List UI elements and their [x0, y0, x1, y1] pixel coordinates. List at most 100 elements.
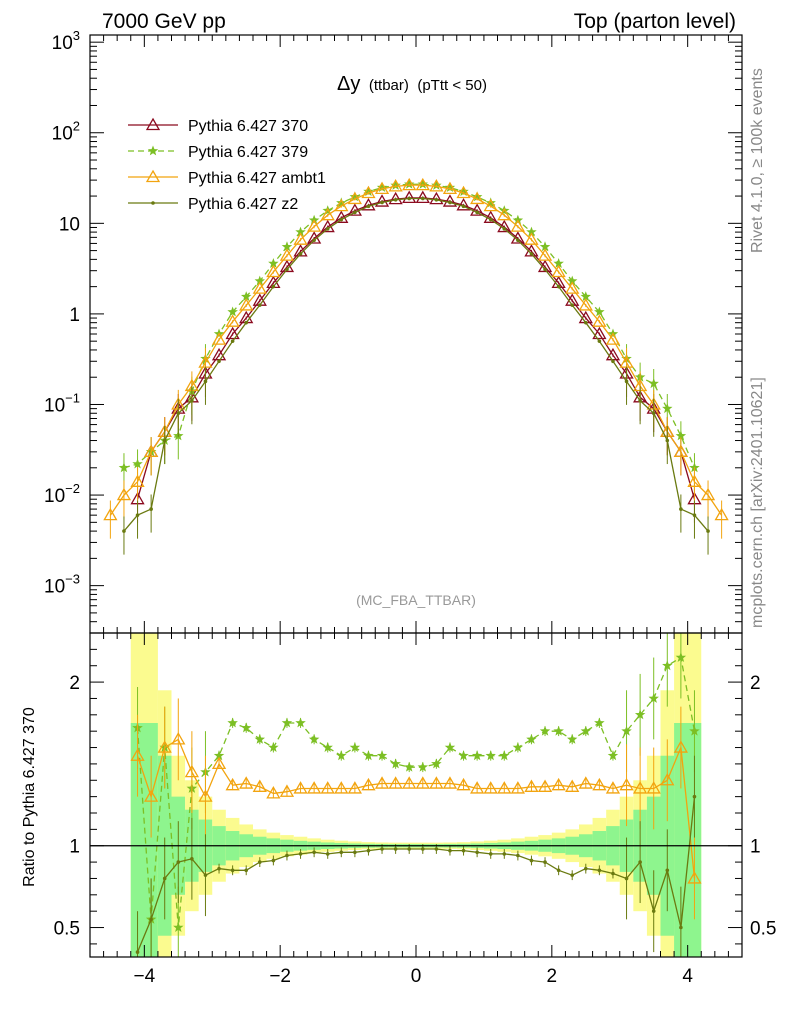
title-symbol: Δy	[337, 73, 360, 95]
marker-triangle	[307, 219, 322, 232]
marker-dot	[597, 868, 602, 873]
marker-triangle	[388, 776, 403, 789]
marker-triangle	[266, 786, 281, 799]
y-tick-mantissa: 10	[44, 486, 65, 507]
y-tick-exponent: −2	[65, 481, 80, 496]
marker-dot	[461, 848, 466, 853]
marker-triangle	[429, 179, 444, 192]
marker-triangle	[456, 198, 471, 211]
marker-triangle	[456, 777, 471, 791]
marker-star	[539, 725, 551, 736]
marker-star	[458, 186, 469, 197]
y-tick-exponent: 2	[73, 119, 80, 134]
marker-dot	[312, 238, 316, 243]
marker-triangle	[442, 776, 458, 789]
ratio-y-tick-label-right: 1	[750, 837, 761, 858]
marker-dot	[638, 398, 642, 403]
marker-triangle	[633, 781, 648, 794]
marker-triangle	[565, 779, 580, 792]
marker-dot	[434, 847, 439, 851]
marker-triangle	[225, 777, 240, 791]
marker-dot	[529, 252, 534, 256]
series-line	[109, 184, 723, 516]
ratio-y-tick-label-left: 1	[69, 837, 80, 858]
marker-triangle	[145, 169, 161, 183]
side-label-bottom: mcplots.cern.ch [arXiv:2401.10621]	[749, 377, 766, 628]
marker-triangle	[442, 194, 458, 207]
marker-triangle	[483, 781, 498, 794]
marker-dot	[257, 860, 262, 864]
marker-triangle	[605, 332, 621, 345]
marker-dot	[176, 411, 181, 416]
marker-star	[336, 750, 347, 761]
marker-dot	[624, 379, 629, 384]
marker-triangle	[239, 298, 254, 311]
marker-star	[458, 750, 469, 761]
marker-dot	[325, 852, 330, 856]
marker-star	[376, 750, 388, 761]
legend: Pythia 6.427 370 Pythia 6.427 379 Pythia 6…	[128, 117, 326, 213]
marker-dot	[488, 852, 493, 856]
marker-triangle	[157, 740, 172, 753]
marker-triangle	[266, 264, 281, 278]
marker-star	[526, 733, 537, 744]
marker-dot	[285, 267, 289, 272]
main-series	[103, 177, 729, 555]
y-tick-exponent: −1	[65, 390, 80, 405]
marker-dot	[149, 917, 153, 922]
marker-star	[621, 725, 632, 736]
marker-triangle	[524, 232, 539, 245]
marker-triangle	[510, 781, 525, 794]
marker-triangle	[415, 190, 430, 204]
marker-triangle	[442, 181, 458, 195]
marker-star	[567, 275, 578, 286]
marker-star	[553, 725, 564, 736]
x-tick-label: 2	[547, 966, 558, 987]
marker-triangle	[293, 232, 308, 245]
marker-star	[607, 750, 619, 761]
marker-triangle	[497, 207, 512, 221]
marker-triangle	[211, 332, 227, 345]
y-tick-label: 103	[52, 28, 80, 54]
series-0	[130, 190, 702, 523]
marker-triangle	[700, 487, 716, 501]
marker-dot	[230, 339, 235, 343]
marker-dot	[407, 196, 412, 201]
marker-star	[634, 709, 646, 720]
marker-triangle	[252, 779, 267, 792]
marker-triangle	[402, 190, 417, 204]
marker-star	[594, 306, 605, 317]
y-tick-label: 102	[52, 119, 80, 145]
marker-dot	[434, 197, 439, 202]
marker-star	[363, 186, 374, 197]
marker-star	[254, 275, 265, 286]
marker-dot	[651, 411, 656, 416]
marker-star	[648, 378, 659, 389]
y-tick-mantissa: 10	[44, 395, 65, 416]
header-left: 7000 GeV pp	[102, 10, 226, 33]
marker-triangle	[225, 314, 240, 327]
marker-dot	[679, 507, 683, 511]
marker-dot	[135, 513, 140, 517]
marker-dot	[570, 873, 575, 877]
ratio-ylabel: Ratio to Pythia 6.427 370	[21, 707, 38, 887]
marker-star	[580, 725, 591, 736]
series-line	[123, 197, 709, 532]
marker-dot	[366, 848, 371, 853]
legend-label: Pythia 6.427 z2	[188, 196, 298, 213]
series-line	[123, 183, 696, 469]
y-tick-label: 10	[59, 214, 80, 235]
marker-dot	[339, 217, 344, 222]
marker-star	[526, 226, 537, 237]
marker-dot	[475, 210, 479, 215]
marker-triangle	[320, 781, 335, 794]
ratio-line	[136, 738, 696, 879]
marker-dot	[543, 860, 547, 864]
marker-star	[213, 750, 225, 761]
marker-dot	[244, 868, 249, 873]
marker-triangle	[470, 781, 485, 794]
marker-dot	[502, 852, 507, 856]
watermark: (MC_FBA_TTBAR)	[356, 592, 476, 608]
marker-star	[512, 742, 524, 752]
